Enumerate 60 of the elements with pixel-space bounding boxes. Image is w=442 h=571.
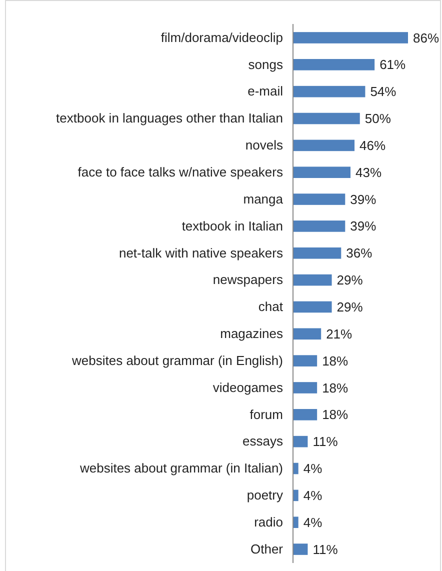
bar — [293, 462, 298, 474]
y-tick-label: net-talk with native speakers — [118, 245, 284, 260]
y-tick-label: radio — [254, 514, 283, 530]
y-tick-label: novels — [245, 138, 284, 153]
y-tick-label: magazines — [220, 326, 284, 342]
bar — [293, 409, 318, 420]
data-label: 46% — [360, 138, 386, 153]
data-label: 39% — [350, 218, 377, 234]
data-label: 29% — [336, 300, 364, 315]
data-label: 29% — [336, 272, 364, 288]
data-label: 4% — [303, 461, 323, 476]
y-tick-label: manga — [243, 191, 284, 206]
bar — [293, 355, 318, 366]
y-tick-label: newspapers — [212, 272, 284, 288]
bar — [293, 112, 360, 124]
bar — [293, 247, 342, 259]
bar — [293, 301, 332, 313]
bar — [293, 59, 375, 70]
data-label: 11% — [312, 434, 338, 450]
bar — [293, 194, 346, 205]
data-label: 4% — [303, 488, 323, 503]
y-tick-label: chat — [258, 299, 284, 314]
bar — [293, 382, 318, 394]
y-tick-label: songs — [248, 56, 284, 72]
data-label: 21% — [326, 326, 353, 342]
data-label: 43% — [356, 164, 382, 180]
bar — [293, 86, 366, 98]
y-tick-label: film/dorama/videoclip — [160, 30, 283, 45]
data-label: 18% — [322, 353, 349, 368]
y-tick-label: forum — [250, 406, 283, 422]
y-tick-label: poetry — [246, 488, 284, 503]
data-label: 4% — [303, 514, 323, 530]
bar — [293, 516, 298, 528]
bar — [293, 490, 298, 502]
data-label: 39% — [350, 192, 377, 207]
y-tick-label: videogames — [212, 380, 284, 395]
y-tick-label: textbook in languages other than Italian — [56, 110, 283, 126]
y-tick-label: essays — [242, 434, 284, 449]
data-label: 18% — [322, 380, 349, 396]
data-label: 86% — [413, 30, 440, 46]
y-tick-label: websites about grammar (in Italian) — [78, 460, 283, 476]
bar — [293, 274, 332, 286]
data-label: 61% — [380, 57, 406, 72]
bar — [293, 328, 322, 340]
bar — [293, 544, 308, 555]
data-label: 11% — [312, 542, 338, 557]
y-tick-label: Other — [250, 541, 284, 556]
data-label: 50% — [364, 111, 392, 126]
data-label: 36% — [346, 246, 373, 261]
bar — [293, 166, 350, 178]
bar — [293, 32, 408, 44]
bar — [293, 436, 308, 448]
data-label: 18% — [322, 407, 349, 422]
y-tick-label: face to face talks w/native speakers — [78, 164, 284, 180]
bar — [293, 140, 355, 152]
y-tick-label: textbook in Italian — [182, 218, 283, 234]
data-label: 54% — [370, 84, 397, 100]
bar — [293, 220, 346, 232]
y-tick-label: e-mail — [248, 84, 284, 99]
y-tick-label: websites about grammar (in English) — [71, 352, 283, 368]
